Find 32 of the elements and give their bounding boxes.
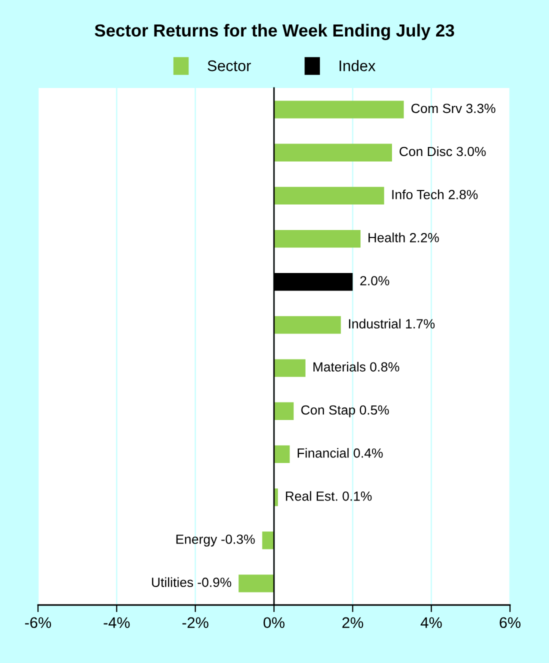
x-tick-label: 0% xyxy=(264,617,284,628)
bar xyxy=(238,574,274,592)
x-tick-label: -6% xyxy=(25,617,52,628)
bar xyxy=(274,316,341,334)
category-label: Financial 0.4% xyxy=(298,448,383,458)
bar xyxy=(274,445,290,464)
x-tick-label: 4% xyxy=(420,617,442,628)
bar xyxy=(262,532,274,550)
x-tick-label: -4% xyxy=(104,617,130,628)
x-tick-label: -2% xyxy=(182,617,208,628)
legend-label: Sector xyxy=(208,60,251,72)
category-label: Con Stap 0.5% xyxy=(301,405,389,418)
category-label: Utilities -0.9% xyxy=(152,577,232,587)
legend-label: Index xyxy=(340,60,376,72)
bar xyxy=(274,230,361,248)
category-label: Con Disc 3.0% xyxy=(400,146,486,156)
category-label: Industrial 1.7% xyxy=(349,318,435,328)
bar xyxy=(274,186,384,205)
category-label: Energy -0.3% xyxy=(176,534,255,547)
category-label: Materials 0.8% xyxy=(313,362,400,372)
bar xyxy=(274,359,306,377)
category-label: Health 2.2% xyxy=(368,232,439,242)
x-tick-label: 2% xyxy=(342,617,364,628)
bar xyxy=(274,144,392,162)
category-label: Info Tech 2.8% xyxy=(392,190,478,200)
bar xyxy=(274,100,404,118)
chart-title: Sector Returns for the Week Ending July 23 xyxy=(94,24,454,40)
bar xyxy=(274,402,294,420)
x-tick-label: 6% xyxy=(500,617,520,628)
data-label: 2.0% xyxy=(360,276,390,286)
category-label: Real Est. 0.1% xyxy=(286,491,372,501)
category-label: Com Srv 3.3% xyxy=(411,104,496,114)
